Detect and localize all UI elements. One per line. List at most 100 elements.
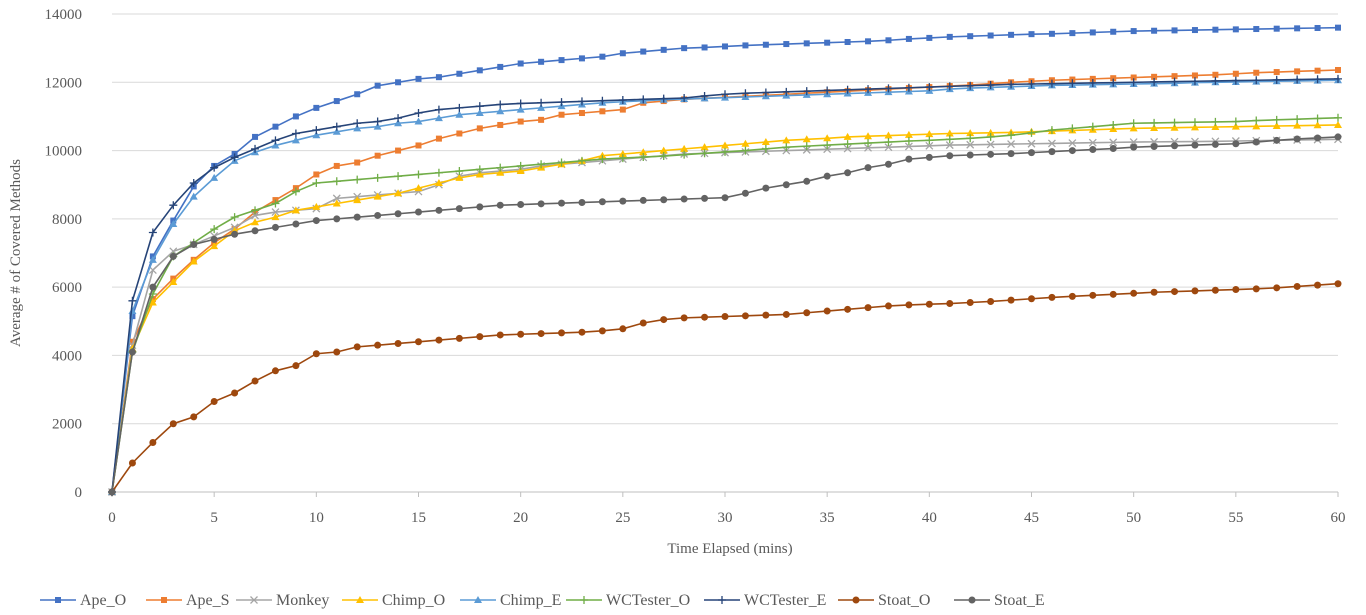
legend-marker-monkey	[250, 596, 258, 604]
data-point-wctester-e	[434, 105, 443, 114]
data-point-wctester-e	[496, 100, 505, 109]
data-point-ape-o	[762, 41, 769, 48]
data-point-chimp-o	[271, 213, 280, 221]
data-point-ape-s	[1253, 69, 1260, 76]
data-point-wctester-o	[700, 149, 709, 158]
data-point-chimp-o	[802, 135, 811, 143]
y-tick-label: 4000	[52, 348, 82, 364]
legend-marker-chimp-e	[474, 596, 482, 603]
data-point-stoat-e	[1252, 138, 1260, 146]
data-point-stoat-o	[169, 420, 177, 428]
data-point-ape-o	[1028, 31, 1035, 38]
data-point-stoat-e	[190, 240, 198, 248]
data-point-chimp-o	[291, 206, 300, 214]
data-point-stoat-o	[537, 330, 545, 338]
data-point-chimp-o	[169, 278, 178, 286]
data-point-ape-o	[1191, 27, 1198, 34]
data-point-wctester-o	[312, 179, 321, 188]
data-point-chimp-o	[1231, 122, 1240, 130]
data-point-chimp-e	[189, 192, 198, 200]
data-point-wctester-e	[864, 85, 873, 94]
data-point-stoat-e	[149, 283, 157, 291]
data-point-wctester-e	[1231, 76, 1240, 85]
data-point-ape-s	[599, 108, 606, 115]
data-point-monkey	[904, 142, 913, 151]
data-point-stoat-e	[844, 169, 852, 177]
data-point-ape-o	[1212, 26, 1219, 33]
data-point-ape-o	[1314, 24, 1321, 31]
data-point-ape-s	[538, 116, 545, 123]
data-point-ape-s	[1089, 75, 1096, 82]
data-point-wctester-e	[1211, 76, 1220, 85]
y-tick-label: 8000	[52, 212, 82, 228]
data-point-chimp-o	[884, 131, 893, 139]
data-point-stoat-e	[823, 172, 831, 180]
data-point-ape-o	[456, 70, 463, 77]
data-point-wctester-o	[843, 140, 852, 149]
legend-label-stoat-e: Stoat_E	[994, 592, 1045, 609]
data-point-chimp-o	[1170, 123, 1179, 131]
data-point-wctester-e	[1109, 78, 1118, 87]
data-point-chimp-o	[1252, 122, 1261, 130]
data-point-wctester-e	[210, 163, 219, 172]
data-point-stoat-e	[1293, 135, 1301, 143]
data-point-ape-o	[538, 58, 545, 65]
data-point-stoat-e	[496, 201, 504, 209]
data-point-ape-o	[1069, 30, 1076, 37]
data-point-wctester-o	[332, 177, 341, 186]
legend-item-stoat-o: Stoat_O	[838, 592, 930, 609]
data-point-stoat-o	[558, 329, 566, 337]
data-point-ape-s	[395, 147, 402, 154]
data-point-wctester-e	[1129, 78, 1138, 87]
legend-label-wctester-o: WCTester_O	[606, 592, 690, 609]
data-point-chimp-o	[1211, 123, 1220, 131]
legend-item-ape-o: Ape_O	[40, 592, 126, 609]
data-point-chimp-o	[925, 130, 934, 138]
data-point-wctester-o	[1088, 122, 1097, 131]
data-point-monkey	[1047, 139, 1056, 148]
data-point-stoat-e	[476, 203, 484, 211]
data-point-stoat-o	[1211, 286, 1219, 294]
data-point-stoat-o	[496, 331, 504, 339]
data-point-ape-o	[354, 91, 361, 98]
data-point-stoat-o	[660, 316, 668, 324]
data-point-stoat-o	[312, 350, 320, 358]
data-point-wctester-e	[230, 153, 239, 162]
data-point-ape-s	[456, 130, 463, 137]
data-point-wctester-o	[945, 135, 954, 144]
data-point-stoat-o	[517, 330, 525, 338]
data-point-stoat-o	[905, 301, 913, 309]
legend-item-chimp-e: Chimp_E	[460, 592, 561, 609]
data-point-ape-o	[742, 42, 749, 49]
data-point-ape-s	[497, 121, 504, 128]
data-point-monkey	[945, 141, 954, 150]
data-point-stoat-o	[946, 300, 954, 308]
data-point-ape-o	[395, 79, 402, 86]
data-point-stoat-e	[169, 252, 177, 260]
data-point-chimp-e	[332, 127, 341, 135]
data-point-wctester-o	[1293, 115, 1302, 124]
data-point-ape-s	[415, 142, 422, 149]
data-point-stoat-e	[1334, 133, 1342, 141]
data-point-ape-s	[129, 338, 136, 345]
data-point-monkey	[1068, 139, 1077, 148]
data-point-wctester-e	[721, 90, 729, 99]
data-point-stoat-o	[128, 459, 136, 467]
data-point-ape-o	[333, 98, 340, 105]
data-point-chimp-e	[148, 255, 157, 263]
data-point-stoat-o	[435, 336, 443, 344]
data-point-stoat-e	[925, 153, 933, 161]
data-point-chimp-o	[373, 192, 382, 200]
data-point-ape-o	[1253, 26, 1260, 33]
legend-marker-wctester-e	[718, 596, 726, 604]
x-tick-label: 60	[1331, 510, 1346, 526]
data-point-wctester-e	[986, 81, 995, 90]
data-point-stoat-e	[1028, 149, 1035, 157]
data-point-wctester-e	[1170, 77, 1179, 86]
data-point-stoat-e	[1130, 143, 1138, 151]
series-chimp-o	[108, 120, 1342, 495]
data-point-monkey	[843, 144, 852, 153]
data-point-chimp-o	[210, 242, 219, 250]
x-tick-label: 40	[922, 510, 937, 526]
data-point-ape-o	[905, 35, 912, 42]
